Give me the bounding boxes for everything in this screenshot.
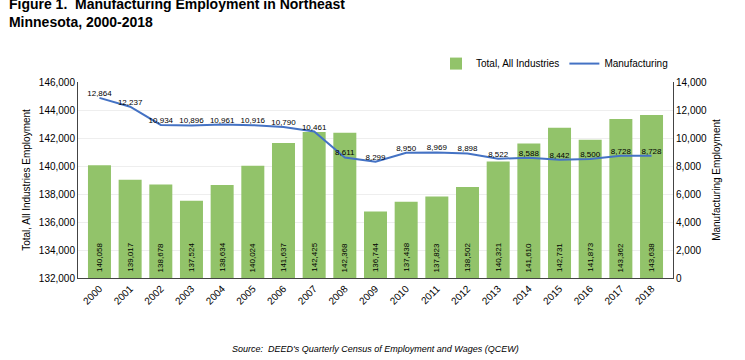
svg-text:0: 0 (676, 273, 682, 284)
svg-text:Total, All Industries Employme: Total, All Industries Employment (21, 109, 32, 251)
svg-text:2003: 2003 (173, 283, 197, 307)
svg-text:2004: 2004 (204, 283, 228, 307)
svg-text:2005: 2005 (234, 283, 258, 307)
svg-text:8,500: 8,500 (580, 150, 601, 159)
svg-text:2015: 2015 (541, 283, 565, 307)
svg-text:138,678: 138,678 (156, 243, 165, 272)
svg-text:136,744: 136,744 (371, 243, 380, 272)
svg-text:2016: 2016 (572, 283, 596, 307)
svg-text:14,000: 14,000 (676, 77, 707, 88)
svg-text:Figure 1. Manufacturing Emplo: Figure 1. Manufacturing Employment in No… (9, 0, 345, 30)
svg-text:8,898: 8,898 (457, 144, 478, 153)
svg-text:2017: 2017 (602, 283, 626, 307)
svg-text:140,000: 140,000 (39, 161, 76, 172)
svg-text:10,916: 10,916 (241, 116, 266, 125)
svg-text:144,000: 144,000 (39, 105, 76, 116)
svg-text:Source: DEED's Quarterly Cens: Source: DEED's Quarterly Census of Emplo… (232, 344, 519, 354)
svg-text:141,610: 141,610 (524, 243, 533, 272)
svg-text:4,000: 4,000 (676, 217, 701, 228)
svg-text:142,368: 142,368 (340, 243, 349, 272)
svg-text:10,934: 10,934 (149, 116, 174, 125)
svg-text:2006: 2006 (265, 283, 289, 307)
svg-text:8,522: 8,522 (488, 150, 509, 159)
svg-text:10,461: 10,461 (302, 123, 327, 132)
svg-text:8,728: 8,728 (642, 147, 663, 156)
svg-text:12,000: 12,000 (676, 105, 707, 116)
svg-text:10,790: 10,790 (271, 118, 296, 127)
svg-text:137,438: 137,438 (402, 242, 411, 271)
svg-text:8,000: 8,000 (676, 161, 701, 172)
svg-text:141,873: 141,873 (586, 242, 595, 271)
svg-text:10,961: 10,961 (210, 116, 235, 125)
svg-text:2012: 2012 (449, 283, 473, 307)
svg-text:132,000: 132,000 (39, 273, 76, 284)
svg-text:6,000: 6,000 (676, 189, 701, 200)
svg-text:8,611: 8,611 (335, 148, 355, 157)
svg-text:Total, All Industries: Total, All Industries (476, 58, 559, 69)
svg-text:2013: 2013 (480, 283, 504, 307)
svg-text:2018: 2018 (633, 283, 657, 307)
svg-text:138,502: 138,502 (463, 243, 472, 272)
svg-text:140,321: 140,321 (494, 242, 503, 271)
svg-text:8,950: 8,950 (396, 144, 417, 153)
svg-text:10,000: 10,000 (676, 133, 707, 144)
svg-text:2000: 2000 (81, 283, 105, 307)
svg-text:138,634: 138,634 (218, 242, 227, 271)
svg-text:12,237: 12,237 (118, 98, 143, 107)
svg-text:2,000: 2,000 (676, 245, 701, 256)
svg-text:134,000: 134,000 (39, 245, 76, 256)
svg-text:137,823: 137,823 (432, 243, 441, 272)
svg-text:142,000: 142,000 (39, 133, 76, 144)
svg-text:8,588: 8,588 (519, 149, 540, 158)
svg-text:2010: 2010 (388, 283, 412, 307)
svg-text:138,000: 138,000 (39, 189, 76, 200)
svg-text:142,731: 142,731 (555, 243, 564, 272)
svg-text:2014: 2014 (510, 283, 534, 307)
svg-text:Manufacturing Employment: Manufacturing Employment (711, 119, 722, 241)
svg-text:140,024: 140,024 (248, 243, 257, 272)
svg-text:10,896: 10,896 (179, 116, 204, 125)
svg-text:141,637: 141,637 (279, 243, 288, 272)
svg-text:2009: 2009 (357, 283, 381, 307)
svg-text:139,017: 139,017 (126, 242, 135, 271)
svg-text:143,638: 143,638 (647, 243, 656, 272)
svg-text:143,362: 143,362 (616, 243, 625, 272)
svg-text:2001: 2001 (112, 283, 136, 307)
svg-text:8,728: 8,728 (611, 147, 632, 156)
svg-text:142,425: 142,425 (310, 242, 319, 271)
svg-text:8,299: 8,299 (365, 153, 386, 162)
svg-text:8,969: 8,969 (427, 143, 448, 152)
svg-text:146,000: 146,000 (39, 77, 76, 88)
svg-text:8,442: 8,442 (550, 151, 571, 160)
svg-text:136,000: 136,000 (39, 217, 76, 228)
svg-text:137,524: 137,524 (187, 243, 196, 272)
svg-text:2007: 2007 (296, 283, 320, 307)
svg-text:12,864: 12,864 (87, 89, 112, 98)
svg-text:2008: 2008 (326, 283, 350, 307)
svg-text:2002: 2002 (142, 283, 166, 307)
svg-text:Manufacturing: Manufacturing (604, 58, 667, 69)
svg-text:140,058: 140,058 (95, 243, 104, 272)
svg-text:2011: 2011 (419, 283, 442, 306)
